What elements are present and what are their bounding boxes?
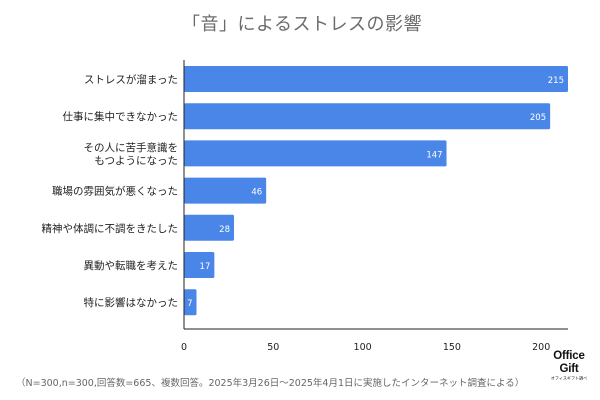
chart-title: 「音」によるストレスの影響 — [182, 14, 422, 35]
x-tick-label-4: 150 — [443, 342, 461, 353]
bar-1 — [184, 66, 568, 92]
x-tick-label-2: 50 — [267, 342, 279, 353]
category-label-5: 精神や体調に不調をきたした — [42, 222, 179, 235]
x-tick-label-5: 200 — [532, 342, 550, 353]
bar-value-label-6: 17 — [200, 262, 211, 272]
x-tick-label-3: 100 — [354, 342, 372, 353]
bar-value-label-3: 147 — [426, 150, 442, 160]
bar-6 — [184, 252, 215, 278]
bar-value-label-2: 205 — [530, 113, 546, 123]
bar-5 — [184, 214, 235, 241]
bar-2 — [184, 103, 551, 130]
bar-value-label-1: 215 — [548, 76, 564, 86]
office-gift-logo: Office Gift オフィスギフト調べ — [539, 350, 599, 382]
bar-value-label-7: 7 — [187, 299, 192, 309]
logo-line-2: Gift — [559, 362, 579, 375]
logo-line-1: Office — [553, 350, 585, 362]
logo-line-3: オフィスギフト調べ — [550, 376, 588, 381]
category-label-7: 特に影響はなかった — [84, 296, 179, 309]
bar-4 — [184, 177, 267, 204]
bar-value-label-4: 46 — [251, 188, 262, 198]
category-label-4: 職場の雰囲気が悪くなった — [52, 185, 178, 198]
category-label-3: その人に苦手意識をもつようになった — [84, 141, 179, 167]
bar-7 — [184, 289, 197, 316]
x-tick-label-1: 0 — [181, 342, 187, 353]
category-label-1: ストレスが溜まった — [84, 73, 178, 86]
bar-value-label-5: 28 — [219, 225, 230, 235]
footnote: （N=300,n=300,回答数=665、複数回答。2025年3月26日〜202… — [16, 378, 525, 389]
category-label-2: 仕事に集中できなかった — [63, 110, 179, 123]
category-label-6: 異動や転職を考えた — [84, 259, 179, 272]
bar-3 — [184, 140, 447, 167]
